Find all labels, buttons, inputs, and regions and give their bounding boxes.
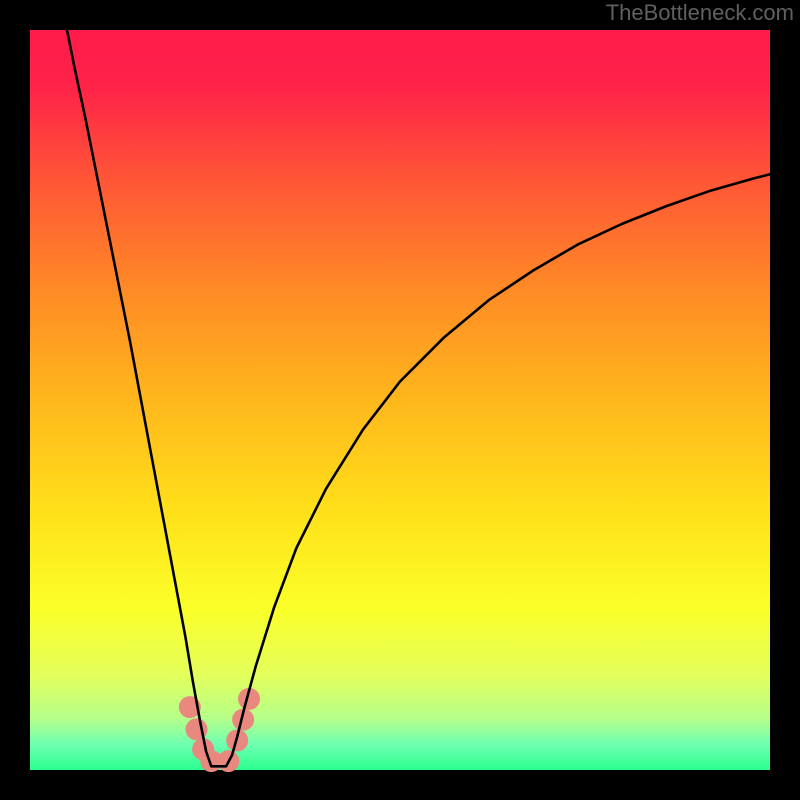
- watermark-text: TheBottleneck.com: [606, 0, 794, 26]
- chart-container: TheBottleneck.com: [0, 0, 800, 800]
- bottleneck-curve-chart: [0, 0, 800, 800]
